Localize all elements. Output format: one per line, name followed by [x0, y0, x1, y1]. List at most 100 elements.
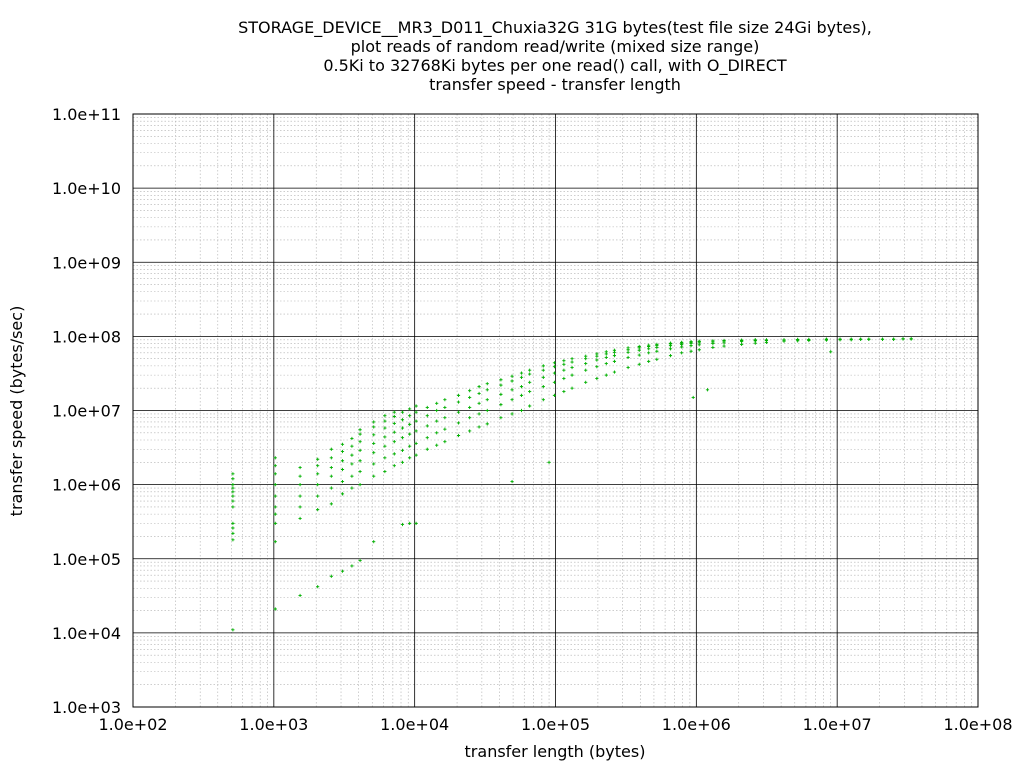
data-point: [510, 388, 514, 392]
data-point: [231, 483, 235, 487]
data-point: [612, 354, 617, 358]
data-point: [456, 410, 461, 414]
data-point: [231, 526, 235, 530]
data-point: [340, 569, 345, 573]
data-point: [510, 379, 514, 383]
data-point: [329, 465, 333, 470]
data-point: [273, 472, 277, 476]
data-point: [691, 395, 695, 400]
data-point: [372, 462, 376, 466]
data-point: [408, 432, 412, 436]
data-point: [570, 357, 574, 361]
data-point: [485, 382, 489, 386]
data-point: [316, 585, 320, 589]
data-point: [273, 483, 277, 487]
data-point: [697, 339, 701, 343]
data-point: [849, 337, 853, 341]
data-point: [231, 499, 235, 503]
chart-title-line-3: 0.5Ki to 32768Ki bytes per one read() ca…: [323, 56, 787, 76]
data-point: [485, 422, 489, 426]
data-point: [519, 371, 524, 375]
data-point: [584, 354, 588, 358]
data-point: [408, 456, 412, 460]
data-point: [435, 408, 439, 413]
data-point: [372, 441, 376, 445]
data-point: [456, 433, 461, 438]
data-point: [562, 389, 566, 394]
data-point: [443, 416, 447, 420]
data-point: [909, 337, 913, 341]
data-point: [400, 410, 405, 414]
data-point: [570, 386, 574, 390]
data-point: [408, 444, 412, 448]
data-point: [892, 337, 896, 341]
data-point: [740, 342, 744, 346]
data-point: [562, 362, 566, 366]
data-point: [425, 424, 429, 428]
data-point: [477, 391, 481, 396]
data-point: [400, 448, 405, 452]
data-point: [400, 426, 405, 430]
data-point: [231, 494, 235, 498]
data-point: [316, 494, 320, 498]
data-point: [637, 362, 641, 366]
data-point: [372, 451, 376, 455]
data-point: [570, 365, 574, 370]
data-point: [392, 452, 396, 456]
data-point: [867, 337, 871, 341]
data-point: [477, 425, 481, 429]
data-point: [298, 474, 302, 478]
data-point: [400, 522, 405, 527]
data-point: [668, 347, 673, 351]
data-point: [647, 343, 651, 347]
data-point: [435, 401, 439, 405]
data-point: [499, 378, 503, 382]
chart-title: STORAGE_DEVICE__MR3_D011_Chuxia32G 31G b…: [238, 18, 872, 94]
data-point: [392, 464, 396, 468]
data-point: [231, 538, 235, 542]
data-point: [383, 469, 387, 474]
data-point: [485, 388, 489, 392]
data-point: [570, 373, 574, 377]
data-point: [383, 426, 387, 430]
data-point: [383, 456, 387, 460]
data-point: [425, 405, 429, 410]
data-point: [231, 521, 235, 525]
data-point: [485, 398, 489, 402]
data-point: [392, 410, 396, 414]
plot-frame: [132, 113, 979, 708]
data-point: [358, 483, 362, 487]
data-point: [612, 370, 617, 374]
data-point: [824, 337, 829, 341]
data-point: [273, 456, 277, 460]
data-point: [358, 440, 362, 444]
data-point: [485, 408, 489, 413]
data-point: [456, 400, 461, 404]
data-point: [231, 490, 235, 494]
data-point: [392, 414, 396, 419]
x-tick-label: 1.0e+08: [943, 715, 1012, 734]
data-point: [647, 351, 651, 355]
x-tick-labels: 1.0e+02 1.0e+03 1.0e+04 1.0e+05 1.0e+06 1.0e+…: [98, 715, 1012, 734]
chart-title-line-2: plot reads of random read/write (mixed s…: [351, 37, 760, 56]
data-point: [340, 442, 345, 446]
data-point: [711, 345, 715, 349]
y-tick-label: 1.0e+08: [52, 327, 121, 346]
data-point: [350, 474, 354, 478]
data-point: [477, 385, 481, 389]
data-point: [668, 354, 673, 358]
data-point: [372, 433, 376, 437]
data-point: [414, 419, 418, 423]
data-point: [541, 375, 545, 379]
data-point: [414, 441, 418, 445]
data-point: [298, 483, 302, 487]
y-tick-label: 1.0e+10: [52, 179, 121, 198]
data-point: [316, 472, 320, 476]
data-point: [468, 389, 472, 393]
x-tick-label: 1.0e+02: [98, 715, 167, 734]
x-tick-label: 1.0e+06: [662, 715, 731, 734]
data-point: [859, 337, 863, 341]
y-tick-labels: 1.0e+03 1.0e+04 1.0e+05 1.0e+06 1.0e+07 1.0e+…: [52, 105, 121, 717]
data-point: [231, 628, 235, 632]
